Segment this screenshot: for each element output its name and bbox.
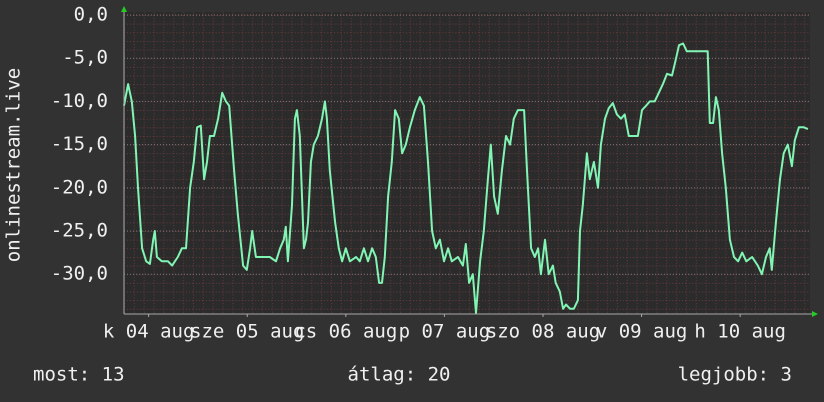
legend-average: átlag: 20 <box>348 364 451 386</box>
x-tick-label: h 10 aug <box>694 321 786 343</box>
y-tick-label: -15,0 <box>51 133 108 155</box>
x-tick-label: sze 05 aug <box>190 321 304 343</box>
y-tick-label: -30,0 <box>51 263 108 285</box>
axis-arrow <box>812 311 818 317</box>
series-line <box>123 42 809 315</box>
x-tick-label: szo 08 aug <box>486 321 600 343</box>
chart-layer <box>123 14 810 315</box>
x-tick-label: k 04 aug <box>103 321 195 343</box>
legend-current: most: 13 <box>33 364 125 386</box>
y-tick-label: 0,0 <box>74 4 108 26</box>
y-tick-label: -25,0 <box>51 220 108 242</box>
y-tick-label: -20,0 <box>51 176 108 198</box>
y-tick-label: -5,0 <box>62 47 108 69</box>
x-tick-label: cs 06 aug <box>294 321 397 343</box>
axis-arrow <box>121 6 127 12</box>
x-tick-label: v 09 aug <box>596 321 688 343</box>
legend-best: legjobb: 3 <box>678 364 792 386</box>
x-tick-label: p 07 aug <box>399 321 491 343</box>
y-tick-label: -10,0 <box>51 90 108 112</box>
y-axis-label: onlinestream.live <box>3 68 25 262</box>
